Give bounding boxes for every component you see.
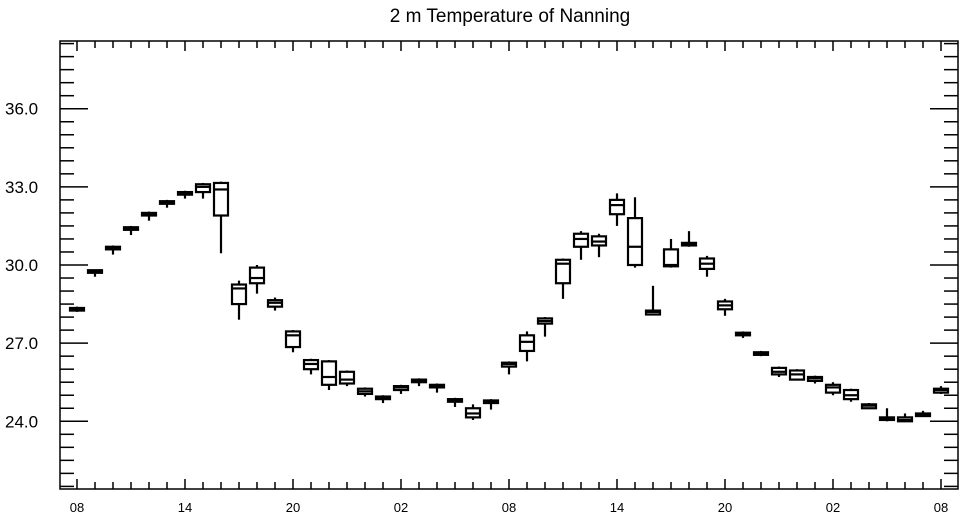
y-tick-label: 24.0 (5, 412, 38, 431)
box-40 (788, 369, 806, 381)
box-16 (356, 387, 374, 397)
box-48 (932, 386, 950, 394)
box-17 (374, 395, 392, 404)
box-10 (248, 265, 266, 294)
y-tick-label: 27.0 (5, 334, 38, 353)
x-tick-label: 14 (178, 500, 192, 515)
x-tick-label: 08 (70, 500, 84, 515)
box-iqr (194, 183, 212, 194)
box-28 (572, 231, 590, 260)
box-iqr (518, 334, 536, 353)
box-iqr (320, 360, 338, 386)
box-43 (842, 388, 860, 402)
box-1 (86, 269, 104, 277)
box-iqr (662, 248, 680, 268)
box-31 (626, 197, 644, 268)
axes: 08 14 20 02 08 14 20 02 08 24.0 27.0 30.0 33.0 36.0 (5, 41, 958, 515)
box-23 (482, 399, 500, 410)
x-tick-label: 08 (934, 500, 948, 515)
box-4 (140, 211, 158, 221)
y-tick-label: 36.0 (5, 100, 38, 119)
box-46 (896, 413, 914, 423)
box-3 (122, 225, 140, 236)
box-iqr (572, 232, 590, 248)
box-0 (68, 306, 86, 312)
box-21 (446, 397, 464, 407)
box-27 (554, 258, 572, 299)
box-26 (536, 317, 554, 337)
box-47 (914, 410, 932, 418)
x-tick-label: 08 (502, 500, 516, 515)
box-22 (464, 404, 482, 420)
x-tick-label: 20 (286, 500, 300, 515)
box-iqr (212, 181, 230, 217)
box-9 (230, 280, 248, 320)
x-tick-label: 20 (718, 500, 732, 515)
box-37 (734, 331, 752, 338)
box-45 (878, 408, 896, 422)
box-iqr (284, 330, 302, 349)
box-18 (392, 384, 410, 394)
box-34 (680, 231, 698, 247)
box-series (68, 181, 950, 423)
box-12 (284, 330, 302, 353)
box-7 (194, 182, 212, 199)
box-36 (716, 298, 734, 316)
box-39 (770, 366, 788, 377)
box-11 (266, 297, 284, 311)
box-29 (590, 233, 608, 258)
x-tick-label: 14 (610, 500, 624, 515)
box-32 (644, 285, 662, 316)
box-iqr (248, 266, 266, 285)
x-tick-label: 02 (826, 500, 840, 515)
box-25 (518, 331, 536, 362)
box-41 (806, 375, 824, 384)
box-8 (212, 181, 230, 254)
box-iqr (626, 217, 644, 267)
y-tick-label: 30.0 (5, 256, 38, 275)
box-33 (662, 238, 680, 268)
box-iqr (338, 370, 356, 385)
box-13 (302, 358, 320, 375)
box-19 (410, 378, 428, 387)
box-15 (338, 370, 356, 387)
box-6 (176, 190, 194, 199)
y-tick-label: 33.0 (5, 178, 38, 197)
chart-title: 2 m Temperature of Nanning (390, 6, 630, 27)
box-20 (428, 383, 446, 393)
box-iqr (824, 383, 842, 394)
box-38 (752, 350, 770, 357)
box-iqr (554, 258, 572, 285)
box-24 (500, 361, 518, 375)
plot-frame (59, 40, 959, 490)
box-30 (608, 193, 626, 226)
box-42 (824, 382, 842, 396)
box-iqr (608, 198, 626, 216)
box-14 (320, 360, 338, 391)
box-44 (860, 403, 878, 410)
box-2 (104, 245, 122, 255)
x-tick-label: 02 (394, 500, 408, 515)
box-35 (698, 255, 716, 277)
box-5 (158, 199, 176, 208)
